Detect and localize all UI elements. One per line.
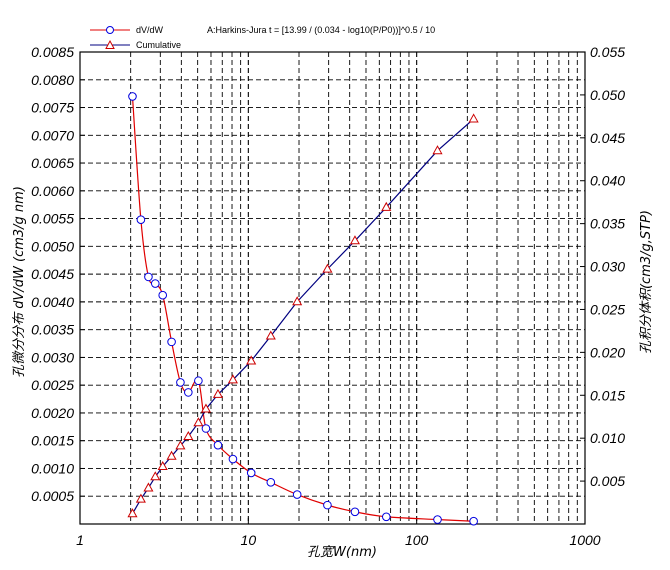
data-point-dvdw xyxy=(201,424,211,433)
data-point-dvdw xyxy=(136,215,146,224)
y-left-tick-label: 0.0020 xyxy=(31,405,74,421)
data-point-cumulative xyxy=(166,450,177,460)
y-left-tick-label: 0.0010 xyxy=(31,460,74,476)
data-point-cumulative xyxy=(200,403,211,413)
data-point-dvdw xyxy=(292,490,302,499)
y-left-tick-label: 0.0045 xyxy=(31,266,74,282)
y-left-tick-label: 0.0030 xyxy=(31,349,74,365)
x-tick-label: 10 xyxy=(241,532,257,548)
y-right-tick-label: 0.020 xyxy=(590,344,625,360)
y-left-tick-label: 0.0005 xyxy=(31,488,74,504)
data-point-dvdw xyxy=(167,337,176,347)
data-point-cumulative xyxy=(157,460,168,471)
y-right-tick-label: 0.010 xyxy=(590,430,625,446)
y-left-tick-label: 0.0040 xyxy=(31,294,74,310)
y-left-tick-label: 0.0070 xyxy=(31,127,74,143)
axes: 0.0005 0.0010 0.0015 0.0020 0.0025 0.0030 0.00… xyxy=(31,44,625,548)
data-point-cumulative xyxy=(349,235,361,245)
data-point-cumulative xyxy=(143,482,154,492)
legend: dV/dW Cumulative xyxy=(90,25,181,50)
legend-label-dvdw: dV/dW xyxy=(136,25,164,35)
plot-frame xyxy=(79,51,586,525)
x-axis-title: 孔宽W(nm) xyxy=(307,544,377,560)
y-left-tick-label: 0.0065 xyxy=(31,155,74,171)
data-point-cumulative xyxy=(212,388,224,398)
data-point-dvdw xyxy=(128,92,137,101)
data-point-cumulative xyxy=(127,508,138,518)
y-right-tick-label: 0.035 xyxy=(590,216,625,232)
data-point-cumulative xyxy=(150,471,161,481)
data-point-cumulative xyxy=(381,201,392,211)
legend-marker-cumulative xyxy=(105,39,115,49)
y-left-tick-label: 0.0075 xyxy=(31,100,74,116)
y-right-tick-label: 0.055 xyxy=(590,44,625,60)
series-line-dvdw xyxy=(131,96,474,522)
legend-label-cumulative: Cumulative xyxy=(136,40,181,50)
data-point-dvdw xyxy=(433,515,442,524)
y-left-tick-label: 0.0085 xyxy=(31,44,74,60)
y-left-tick-label: 0.0055 xyxy=(31,211,74,227)
y-right-tick-label: 0.030 xyxy=(590,259,625,275)
data-point-cumulative xyxy=(175,440,186,450)
x-tick-label: 1 xyxy=(76,532,84,548)
data-point-cumulative xyxy=(193,417,204,427)
y-left-tick-label: 0.0050 xyxy=(31,238,74,254)
data-point-dvdw xyxy=(323,500,332,510)
y-right-tick-label: 0.005 xyxy=(590,473,625,489)
data-point-dvdw xyxy=(176,378,185,387)
data-point-dvdw xyxy=(381,512,391,522)
y-left-tick-label: 0.0015 xyxy=(31,433,74,449)
legend-marker-dvdw xyxy=(106,26,114,34)
series xyxy=(127,92,479,526)
data-point-dvdw xyxy=(350,507,360,517)
data-point-dvdw xyxy=(266,478,276,487)
data-point-cumulative xyxy=(246,355,257,365)
data-point-dvdw xyxy=(194,376,203,386)
data-point-dvdw xyxy=(228,454,238,464)
data-point-cumulative xyxy=(135,493,146,503)
y-axis-right-title: 孔积分体积(cm3/g,STP) xyxy=(639,210,654,354)
y-left-tick-label: 0.0080 xyxy=(31,72,74,88)
method-annotation: A:Harkins-Jura t = [13.99 / (0.034 - log… xyxy=(207,25,435,35)
data-point-cumulative xyxy=(183,430,194,440)
y-left-tick-label: 0.0060 xyxy=(31,183,74,199)
data-point-cumulative xyxy=(468,113,479,123)
x-tick-label: 100 xyxy=(405,532,429,548)
data-point-cumulative xyxy=(265,330,276,340)
y-axis-left-title: 孔微分分布 dV/dW (cm3/g nm) xyxy=(12,186,27,378)
data-point-dvdw xyxy=(184,388,193,397)
y-right-tick-label: 0.015 xyxy=(590,387,625,403)
data-point-dvdw xyxy=(158,290,168,300)
y-left-tick-label: 0.0035 xyxy=(31,322,74,338)
data-point-cumulative xyxy=(432,145,443,155)
data-point-cumulative xyxy=(227,374,238,384)
data-point-dvdw xyxy=(213,440,223,450)
y-left-tick-label: 0.0025 xyxy=(31,377,74,393)
data-point-cumulative xyxy=(322,263,333,273)
data-point-dvdw xyxy=(144,272,153,282)
data-point-cumulative xyxy=(292,296,303,306)
data-point-dvdw xyxy=(469,516,478,526)
data-point-dvdw xyxy=(246,468,256,478)
x-tick-label: 1000 xyxy=(569,532,600,548)
y-right-tick-label: 0.050 xyxy=(590,87,625,103)
y-right-tick-label: 0.040 xyxy=(590,173,625,189)
series-line-cumulative xyxy=(131,118,475,515)
y-right-tick-label: 0.045 xyxy=(590,130,625,146)
y-right-tick-label: 0.025 xyxy=(590,301,625,317)
grid xyxy=(80,51,585,524)
data-point-dvdw xyxy=(150,279,160,288)
